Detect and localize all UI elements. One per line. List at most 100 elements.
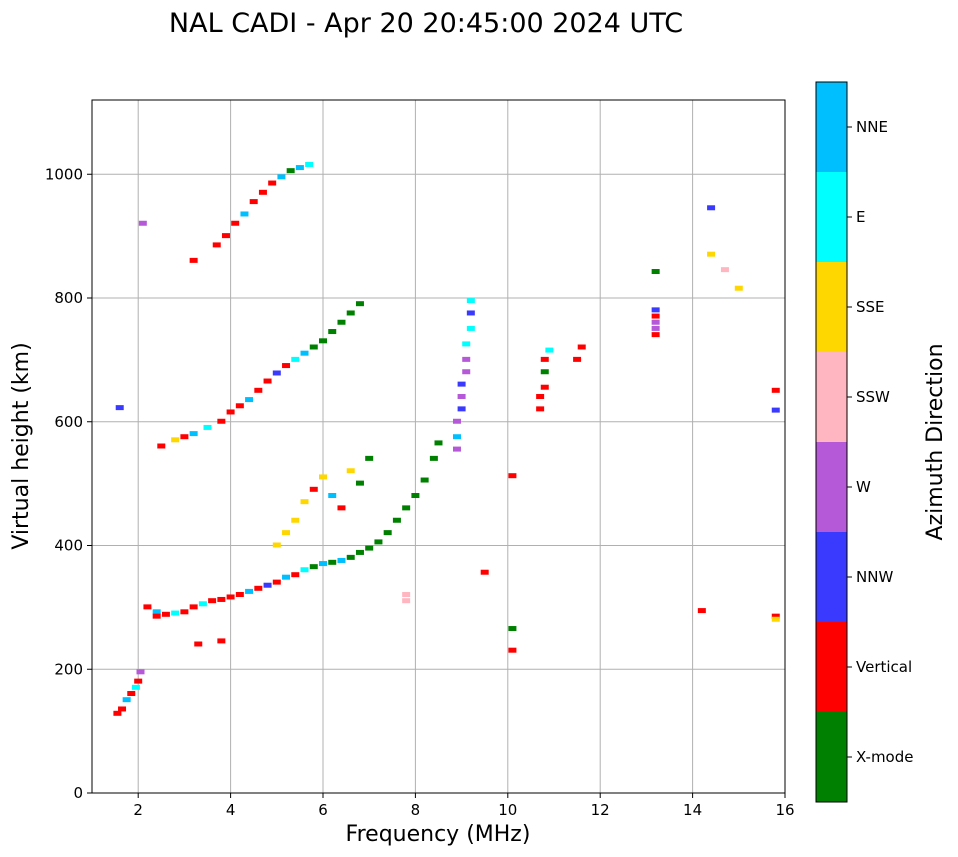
data-point: [180, 609, 189, 615]
data-point: [134, 678, 143, 684]
data-point: [235, 592, 244, 597]
data-point: [249, 199, 258, 205]
chart-title: NAL CADI - Apr 20 20:45:00 2024 UTC: [169, 8, 683, 39]
data-point: [771, 616, 780, 622]
colorbar-tick-label: X-mode: [856, 748, 913, 766]
data-point: [221, 233, 230, 239]
data-point: [203, 424, 212, 430]
data-point: [734, 285, 743, 291]
data-point: [217, 638, 226, 644]
data-point: [697, 608, 706, 614]
x-tick-label: 4: [226, 801, 236, 819]
colorbar-tick-label: Vertical: [856, 658, 912, 676]
data-point: [337, 319, 346, 325]
data-point: [771, 387, 780, 393]
data-point: [355, 480, 364, 486]
data-point: [189, 257, 198, 263]
data-point: [508, 473, 517, 479]
data-point: [540, 369, 549, 375]
y-tick-label: 400: [54, 537, 83, 555]
data-point: [466, 325, 475, 331]
data-point: [136, 669, 145, 675]
data-point: [536, 406, 545, 412]
data-point: [573, 356, 582, 362]
data-point: [295, 165, 304, 171]
data-point: [420, 477, 429, 483]
data-point: [508, 647, 517, 653]
data-point: [291, 356, 300, 362]
data-point: [651, 325, 660, 331]
x-tick-label: 6: [318, 801, 328, 819]
data-point: [402, 592, 411, 597]
data-point: [355, 301, 364, 307]
data-point: [508, 626, 517, 632]
colorbar-tick-label: SSW: [856, 388, 890, 406]
data-point: [309, 486, 318, 492]
data-point: [189, 604, 198, 610]
grid-lines: [92, 100, 786, 794]
x-tick-label: 8: [411, 801, 421, 819]
data-point: [245, 397, 254, 403]
data-point: [180, 434, 189, 440]
data-point: [328, 329, 337, 335]
data-point: [466, 298, 475, 304]
y-tick-label: 600: [54, 413, 83, 431]
data-point: [771, 613, 780, 619]
data-points: [113, 161, 780, 716]
data-point: [291, 572, 300, 578]
data-point: [457, 394, 466, 399]
data-point: [118, 706, 127, 712]
data-point: [452, 434, 461, 440]
data-point: [429, 455, 438, 461]
colorbar-label: Azimuth Direction: [923, 343, 948, 540]
data-point: [545, 347, 554, 353]
data-point: [286, 168, 295, 174]
data-point: [138, 220, 147, 226]
data-point: [346, 468, 355, 474]
data-point: [300, 350, 309, 356]
data-point: [480, 569, 489, 575]
data-point: [300, 567, 309, 573]
data-point: [402, 598, 411, 604]
data-point: [258, 189, 267, 195]
y-tick-label: 800: [54, 289, 83, 307]
data-point: [462, 356, 471, 362]
data-point: [651, 332, 660, 338]
colorbar-segment: [816, 172, 847, 262]
plot-frame: [91, 99, 786, 794]
data-point: [282, 530, 291, 536]
data-point: [254, 387, 263, 393]
data-point: [272, 542, 281, 548]
data-point: [277, 174, 286, 180]
colorbar-frame: [815, 81, 848, 803]
data-point: [122, 697, 131, 703]
data-point: [434, 440, 443, 446]
data-point: [161, 611, 170, 617]
data-point: [328, 559, 337, 565]
data-point: [282, 363, 291, 369]
data-point: [226, 594, 235, 600]
data-point: [272, 579, 281, 585]
data-point: [707, 251, 716, 257]
data-point: [305, 161, 314, 167]
data-point: [319, 474, 327, 480]
x-tick-label: 16: [775, 801, 794, 819]
data-point: [346, 310, 355, 316]
data-point: [291, 517, 300, 523]
data-point: [457, 406, 466, 412]
data-point: [113, 710, 122, 716]
y-tick-label: 200: [54, 660, 83, 678]
data-point: [263, 582, 272, 588]
colorbar-tick-label: NNE: [856, 118, 888, 136]
data-point: [540, 384, 549, 390]
colorbar-segment: [816, 442, 847, 532]
x-tick-label: 12: [591, 801, 610, 819]
data-point: [212, 242, 221, 248]
data-point: [131, 684, 140, 690]
data-point: [355, 549, 364, 555]
data-point: [282, 574, 291, 580]
x-axis-label: Frequency (MHz): [346, 822, 531, 847]
data-point: [337, 557, 346, 563]
data-point: [365, 455, 374, 461]
data-point: [540, 356, 549, 362]
